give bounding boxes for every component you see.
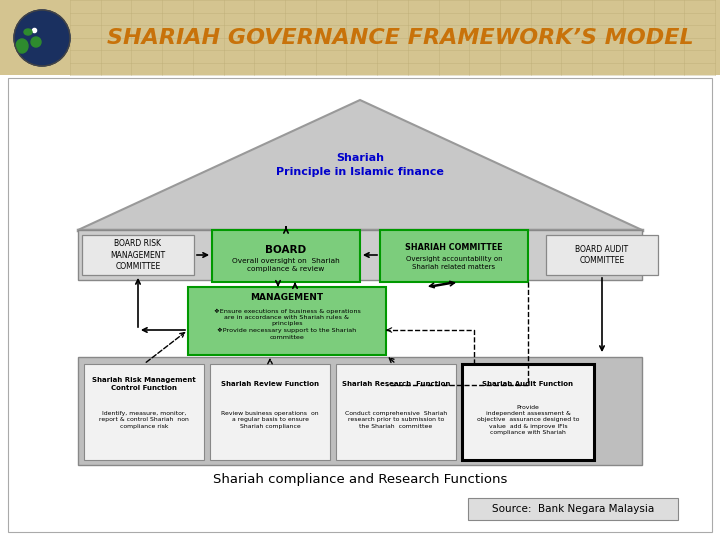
Bar [210, 364, 330, 460]
Text: Shariah Audit Function: Shariah Audit Function [482, 381, 574, 387]
Text: Provide
independent assessment &
objective  assurance designed to
value  add & i: Provide independent assessment & objecti… [477, 405, 579, 435]
Bar [546, 235, 658, 275]
Bar [462, 364, 594, 460]
Text: Shariah Research  Function: Shariah Research Function [342, 381, 450, 387]
Bar [212, 230, 360, 282]
Text: Shariah Risk Management
Control Function: Shariah Risk Management Control Function [92, 377, 196, 391]
Bar [78, 357, 642, 465]
Bar [84, 364, 204, 460]
Circle shape [14, 10, 70, 66]
Polygon shape [78, 100, 642, 230]
Text: SHARIAH COMMITTEE: SHARIAH COMMITTEE [405, 242, 503, 252]
Bar [380, 230, 528, 282]
Ellipse shape [16, 39, 28, 53]
Ellipse shape [31, 37, 41, 47]
Bar [336, 364, 456, 460]
Text: SHARIAH GOVERNANCE FRAMEWORK’S MODEL: SHARIAH GOVERNANCE FRAMEWORK’S MODEL [107, 28, 693, 48]
Text: MANAGEMENT: MANAGEMENT [251, 294, 323, 302]
Bar [8, 78, 712, 532]
Bar [0, 0, 720, 75]
Text: BOARD AUDIT
COMMITTEE: BOARD AUDIT COMMITTEE [575, 245, 629, 265]
Text: BOARD: BOARD [266, 245, 307, 255]
Text: Review business operations  on
a regular basis to ensure
Shariah compliance: Review business operations on a regular … [221, 411, 319, 429]
Bar [468, 498, 678, 520]
Bar [78, 230, 642, 280]
Text: Overall oversight on  Shariah
compliance & review: Overall oversight on Shariah compliance … [232, 258, 340, 272]
Ellipse shape [24, 29, 32, 35]
Bar [188, 287, 386, 355]
Text: Shariah compliance and Research Functions: Shariah compliance and Research Function… [213, 474, 507, 487]
Text: BOARD RISK
MANAGEMENT
COMMITTEE: BOARD RISK MANAGEMENT COMMITTEE [110, 239, 166, 271]
Text: Oversight accountability on
Shariah related matters: Oversight accountability on Shariah rela… [405, 256, 503, 270]
Text: ❖Ensure executions of business & operations
are in accordance with Shariah rules: ❖Ensure executions of business & operati… [214, 308, 361, 340]
Text: Shariah
Principle in Islamic finance: Shariah Principle in Islamic finance [276, 153, 444, 177]
Text: Conduct comprehensive  Shariah
research prior to submission to
the Shariah  comm: Conduct comprehensive Shariah research p… [345, 411, 447, 429]
Text: Source:  Bank Negara Malaysia: Source: Bank Negara Malaysia [492, 504, 654, 514]
Bar [82, 235, 194, 275]
Text: Identify, measure, monitor,
report & control Shariah  non
compliance risk: Identify, measure, monitor, report & con… [99, 411, 189, 429]
Text: Shariah Review Function: Shariah Review Function [221, 381, 319, 387]
